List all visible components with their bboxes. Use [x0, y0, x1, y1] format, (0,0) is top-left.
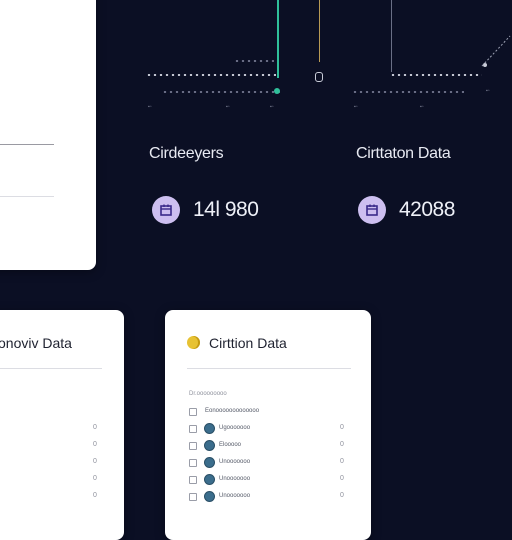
chart-tick-label: ▪▫ — [354, 104, 358, 110]
row-label: Unooooooo — [219, 459, 251, 465]
chart-tick-label: ▪▫ — [226, 104, 230, 110]
chart-dot-row — [162, 91, 280, 93]
row-value: 0 — [93, 458, 97, 465]
chart-dot-row — [390, 74, 482, 76]
card-title: Cirdeeyers — [149, 145, 224, 162]
calendar-icon — [358, 196, 386, 224]
status-icon — [204, 491, 215, 502]
status-icon — [204, 423, 215, 434]
panel-title: Cirttion Data — [209, 335, 287, 351]
chart-dot-row — [146, 74, 276, 76]
row-value: 0 — [93, 424, 97, 431]
row-checkbox[interactable] — [189, 442, 197, 450]
card-title: Cirttaton Data — [356, 145, 451, 162]
status-icon — [204, 457, 215, 468]
status-icon — [204, 440, 215, 451]
panel-divider — [0, 368, 102, 369]
table-row[interactable]: Elooooo 0 — [165, 440, 371, 452]
chart-tick-label: ▪▫ — [486, 88, 490, 94]
top-left-panel — [0, 0, 96, 270]
table-row[interactable]: Unooooooo 0 — [165, 457, 371, 469]
bottom-left-panel: onoviv Data 0 0 0 0 0 — [0, 310, 124, 540]
panel-divider — [187, 368, 351, 369]
row-label: Unooooooo — [219, 493, 251, 499]
row-label: Unooooooo — [219, 476, 251, 482]
status-icon — [204, 474, 215, 485]
table-header: Dr.ooooooooo — [189, 391, 227, 397]
row-checkbox[interactable] — [189, 476, 197, 484]
table-row[interactable]: Ugooooooo 0 — [165, 423, 371, 435]
row-value: 0 — [340, 424, 344, 431]
table-row[interactable]: Eonooooooooooooo — [165, 406, 371, 418]
panel-title: onoviv Data — [0, 335, 72, 351]
chart-line-green — [277, 0, 279, 78]
chart-marker — [274, 88, 280, 94]
chart-tick-label: ▪▫ — [420, 104, 424, 110]
panel-divider — [0, 144, 54, 145]
row-checkbox[interactable] — [189, 459, 197, 467]
row-value: 0 — [340, 475, 344, 482]
chart-tick-label: ▪▫ — [148, 104, 152, 110]
row-value: 0 — [340, 441, 344, 448]
card-value: 14l 980 — [193, 198, 259, 221]
row-value: 0 — [93, 492, 97, 499]
row-value: 0 — [340, 458, 344, 465]
chart-dot-row — [352, 91, 464, 93]
row-checkbox[interactable] — [189, 408, 197, 416]
table-row[interactable]: Unooooooo 0 — [165, 474, 371, 486]
card-value: 42088 — [399, 198, 455, 221]
panel-divider — [0, 196, 54, 197]
coin-icon — [187, 336, 200, 349]
row-value: 0 — [93, 475, 97, 482]
chart-dot-row — [234, 60, 274, 62]
chart-marker — [315, 72, 323, 82]
citation-data-panel: Cirttion Data Dr.ooooooooo Eonoooooooooo… — [165, 310, 371, 540]
chart-trend-line — [481, 35, 511, 67]
row-checkbox[interactable] — [189, 493, 197, 501]
row-label: Eonooooooooooooo — [205, 408, 260, 414]
row-label: Ugooooooo — [219, 425, 251, 431]
chart-marker — [483, 63, 487, 67]
chart-line-gold — [319, 0, 320, 62]
table-row[interactable]: Unooooooo 0 — [165, 491, 371, 503]
row-label: Elooooo — [219, 442, 242, 448]
row-value: 0 — [340, 492, 344, 499]
row-value: 0 — [93, 441, 97, 448]
row-checkbox[interactable] — [189, 425, 197, 433]
chart-line-gray — [391, 0, 392, 72]
calendar-icon — [152, 196, 180, 224]
chart-tick-label: ▪▫ — [270, 104, 274, 110]
